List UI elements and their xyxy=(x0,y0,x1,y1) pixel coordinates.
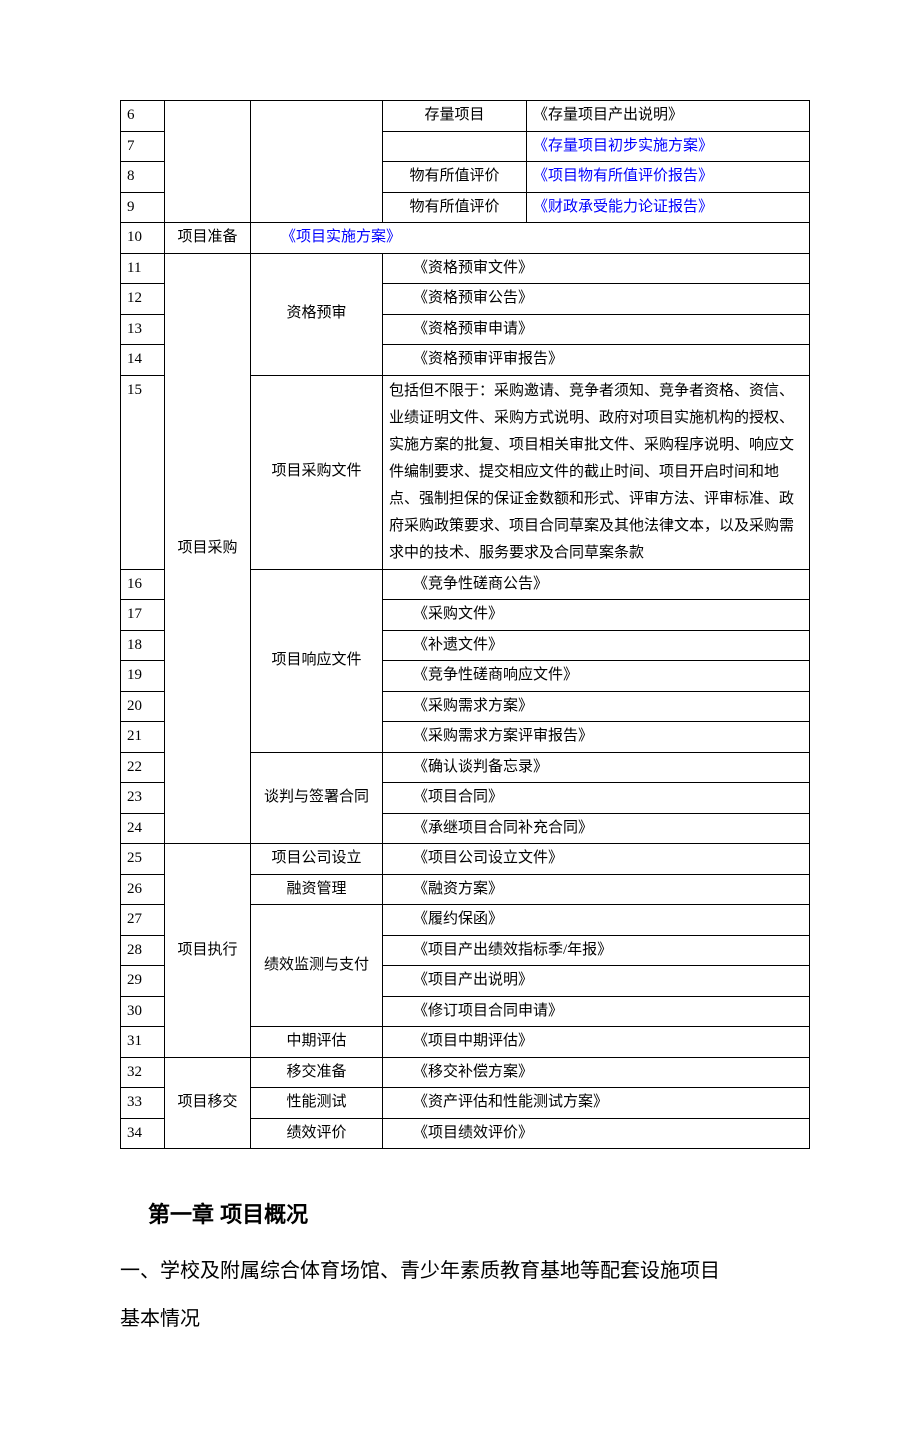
cell-col-a xyxy=(165,101,251,223)
cell-col-d: 《移交补偿方案》 xyxy=(383,1057,810,1088)
cell-col-d-link: 《财政承受能力论证报告》 xyxy=(527,192,810,223)
cell-index: 11 xyxy=(121,253,165,284)
cell-col-c: 存量项目 xyxy=(383,101,527,132)
cell-index: 8 xyxy=(121,162,165,193)
cell-col-d: 《资格预审文件》 xyxy=(383,253,810,284)
cell-col-b: 谈判与签署合同 xyxy=(251,752,383,844)
cell-col-c xyxy=(383,131,527,162)
cell-col-b: 性能测试 xyxy=(251,1088,383,1119)
cell-col-d-link: 《项目物有所值评价报告》 xyxy=(527,162,810,193)
cell-index: 9 xyxy=(121,192,165,223)
cell-col-b xyxy=(251,101,383,223)
cell-col-d: 《确认谈判备忘录》 xyxy=(383,752,810,783)
project-stage-table: 6 存量项目 《存量项目产出说明》 7 《存量项目初步实施方案》 8 物有所值评… xyxy=(120,100,810,1149)
cell-paragraph: 包括但不限于：采购邀请、竞争者须知、竞争者资格、资信、业绩证明文件、采购方式说明… xyxy=(383,375,810,569)
cell-col-d: 《竞争性磋商公告》 xyxy=(383,569,810,600)
cell-col-b: 绩效监测与支付 xyxy=(251,905,383,1027)
cell-col-d: 《项目产出绩效指标季/年报》 xyxy=(383,935,810,966)
cell-index: 26 xyxy=(121,874,165,905)
cell-col-b: 绩效评价 xyxy=(251,1118,383,1149)
cell-col-d-link: 《存量项目初步实施方案》 xyxy=(527,131,810,162)
table-row: 6 存量项目 《存量项目产出说明》 xyxy=(121,101,810,132)
cell-col-b: 移交准备 xyxy=(251,1057,383,1088)
cell-col-d: 《项目合同》 xyxy=(383,783,810,814)
cell-col-d: 《承继项目合同补充合同》 xyxy=(383,813,810,844)
cell-col-d: 《项目产出说明》 xyxy=(383,966,810,997)
cell-col-d: 《修订项目合同申请》 xyxy=(383,996,810,1027)
cell-col-a: 项目执行 xyxy=(165,844,251,1058)
cell-col-a: 项目采购 xyxy=(165,253,251,844)
cell-col-d: 《补遗文件》 xyxy=(383,630,810,661)
cell-index: 13 xyxy=(121,314,165,345)
cell-index: 24 xyxy=(121,813,165,844)
cell-col-d: 《竞争性磋商响应文件》 xyxy=(383,661,810,692)
cell-index: 14 xyxy=(121,345,165,376)
table-row: 11 项目采购 资格预审 《资格预审文件》 xyxy=(121,253,810,284)
cell-index: 12 xyxy=(121,284,165,315)
cell-col-d: 《项目公司设立文件》 xyxy=(383,844,810,875)
cell-col-b: 中期评估 xyxy=(251,1027,383,1058)
cell-index: 15 xyxy=(121,375,165,569)
table-row: 10 项目准备 《项目实施方案》 xyxy=(121,223,810,254)
cell-col-b: 项目采购文件 xyxy=(251,375,383,569)
cell-index: 27 xyxy=(121,905,165,936)
chapter-heading: 第一章 项目概况 xyxy=(148,1197,810,1229)
cell-index: 25 xyxy=(121,844,165,875)
cell-index: 31 xyxy=(121,1027,165,1058)
cell-index: 16 xyxy=(121,569,165,600)
body-paragraph: 一、学校及附属综合体育场馆、青少年素质教育基地等配套设施项目 xyxy=(120,1247,810,1295)
cell-col-d: 《采购需求方案评审报告》 xyxy=(383,722,810,753)
cell-col-c: 物有所值评价 xyxy=(383,162,527,193)
cell-col-a: 项目移交 xyxy=(165,1057,251,1149)
cell-index: 20 xyxy=(121,691,165,722)
body-paragraph: 基本情况 xyxy=(120,1295,810,1343)
cell-index: 32 xyxy=(121,1057,165,1088)
cell-index: 7 xyxy=(121,131,165,162)
cell-index: 22 xyxy=(121,752,165,783)
cell-col-b: 项目公司设立 xyxy=(251,844,383,875)
cell-col-b: 融资管理 xyxy=(251,874,383,905)
cell-index: 17 xyxy=(121,600,165,631)
cell-col-d: 《项目绩效评价》 xyxy=(383,1118,810,1149)
cell-index: 18 xyxy=(121,630,165,661)
cell-col-c: 物有所值评价 xyxy=(383,192,527,223)
cell-col-d: 《融资方案》 xyxy=(383,874,810,905)
cell-index: 21 xyxy=(121,722,165,753)
cell-col-a: 项目准备 xyxy=(165,223,251,254)
cell-index: 29 xyxy=(121,966,165,997)
cell-col-d: 《资产评估和性能测试方案》 xyxy=(383,1088,810,1119)
cell-col-d: 《项目中期评估》 xyxy=(383,1027,810,1058)
cell-index: 33 xyxy=(121,1088,165,1119)
cell-index: 10 xyxy=(121,223,165,254)
cell-index: 19 xyxy=(121,661,165,692)
cell-col-d: 《采购文件》 xyxy=(383,600,810,631)
cell-col-d: 《资格预审公告》 xyxy=(383,284,810,315)
cell-col-d: 《存量项目产出说明》 xyxy=(527,101,810,132)
cell-index: 34 xyxy=(121,1118,165,1149)
cell-index: 30 xyxy=(121,996,165,1027)
table-row: 32 项目移交 移交准备 《移交补偿方案》 xyxy=(121,1057,810,1088)
table-row: 25 项目执行 项目公司设立 《项目公司设立文件》 xyxy=(121,844,810,875)
cell-col-d: 《采购需求方案》 xyxy=(383,691,810,722)
cell-col-d: 《履约保函》 xyxy=(383,905,810,936)
cell-index: 23 xyxy=(121,783,165,814)
cell-wide-link: 《项目实施方案》 xyxy=(251,223,810,254)
cell-index: 28 xyxy=(121,935,165,966)
cell-col-d: 《资格预审评审报告》 xyxy=(383,345,810,376)
cell-col-d: 《资格预审申请》 xyxy=(383,314,810,345)
cell-col-b: 资格预审 xyxy=(251,253,383,375)
cell-index: 6 xyxy=(121,101,165,132)
cell-col-b: 项目响应文件 xyxy=(251,569,383,752)
document-page: 6 存量项目 《存量项目产出说明》 7 《存量项目初步实施方案》 8 物有所值评… xyxy=(0,0,920,1443)
